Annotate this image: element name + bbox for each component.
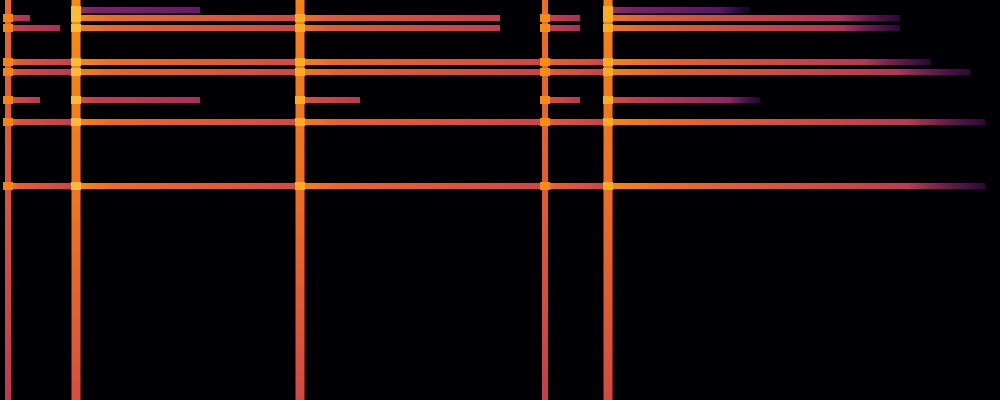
onset-band-peak (71, 6, 81, 14)
onset-line (72, 0, 81, 400)
onset-band-peak (71, 118, 81, 126)
band-segment (608, 7, 750, 13)
onset-band-peak (3, 68, 13, 76)
onset-band-peak (540, 58, 550, 66)
onset-band-peak (71, 182, 81, 190)
band-segment (76, 7, 200, 13)
onset-band-peak (71, 24, 81, 32)
onset-band-peak (603, 68, 613, 76)
band-segment (300, 69, 545, 75)
band-segment (300, 97, 360, 103)
onset-band-peak (3, 24, 13, 32)
harmonic-bands (8, 7, 985, 189)
onset-band-peak (71, 14, 81, 22)
band-segment (545, 119, 608, 125)
onset-line (296, 0, 305, 400)
band-segment (608, 59, 930, 65)
band-segment (608, 15, 900, 21)
band-segment (608, 69, 970, 75)
onset-band-peak (295, 58, 305, 66)
band-segment (76, 59, 300, 65)
band-segment (608, 25, 900, 31)
band-segment (300, 25, 500, 31)
band-segment (300, 15, 500, 21)
band-segment (8, 119, 76, 125)
band-segment (545, 69, 608, 75)
onset-band-peak (603, 14, 613, 22)
onset-band-peak (3, 118, 13, 126)
band-segment (76, 69, 300, 75)
band-segment (76, 15, 300, 21)
band-segment (76, 97, 200, 103)
onset-band-peak (295, 14, 305, 22)
background (0, 0, 1000, 400)
onset-band-peak (540, 96, 550, 104)
onset-band-peak (603, 96, 613, 104)
onset-band-peak (3, 96, 13, 104)
onset-band-peak (603, 118, 613, 126)
intersection-highlights (3, 6, 613, 190)
band-segment (300, 183, 545, 189)
onset-band-peak (603, 182, 613, 190)
onset-band-peak (540, 118, 550, 126)
spectrogram (0, 0, 1000, 400)
onset-band-peak (295, 68, 305, 76)
band-segment (8, 59, 76, 65)
onset-band-peak (540, 24, 550, 32)
onset-band-peak (603, 58, 613, 66)
band-segment (608, 97, 760, 103)
band-segment (608, 183, 985, 189)
band-segment (8, 25, 60, 31)
plot-area (3, 0, 985, 400)
onset-band-peak (3, 58, 13, 66)
onset-band-peak (540, 14, 550, 22)
band-segment (76, 25, 300, 31)
onset-band-peak (295, 24, 305, 32)
onset-band-peak (3, 14, 13, 22)
onset-band-peak (71, 58, 81, 66)
onset-band-peak (295, 96, 305, 104)
band-segment (545, 15, 580, 21)
onset-band-peak (71, 96, 81, 104)
onset-band-peak (603, 6, 613, 14)
onsets (5, 0, 613, 400)
band-segment (545, 183, 608, 189)
onset-line (604, 0, 613, 400)
band-segment (545, 59, 608, 65)
band-segment (300, 119, 545, 125)
band-segment (545, 97, 580, 103)
onset-band-peak (3, 182, 13, 190)
onset-band-peak (540, 182, 550, 190)
onset-band-peak (295, 182, 305, 190)
band-segment (76, 183, 300, 189)
onset-band-peak (295, 118, 305, 126)
band-segment (8, 69, 76, 75)
band-segment (608, 119, 985, 125)
onset-band-peak (540, 68, 550, 76)
band-segment (545, 25, 580, 31)
band-segment (76, 119, 300, 125)
band-segment (8, 183, 76, 189)
onset-band-peak (71, 68, 81, 76)
band-segment (300, 59, 545, 65)
onset-band-peak (603, 24, 613, 32)
